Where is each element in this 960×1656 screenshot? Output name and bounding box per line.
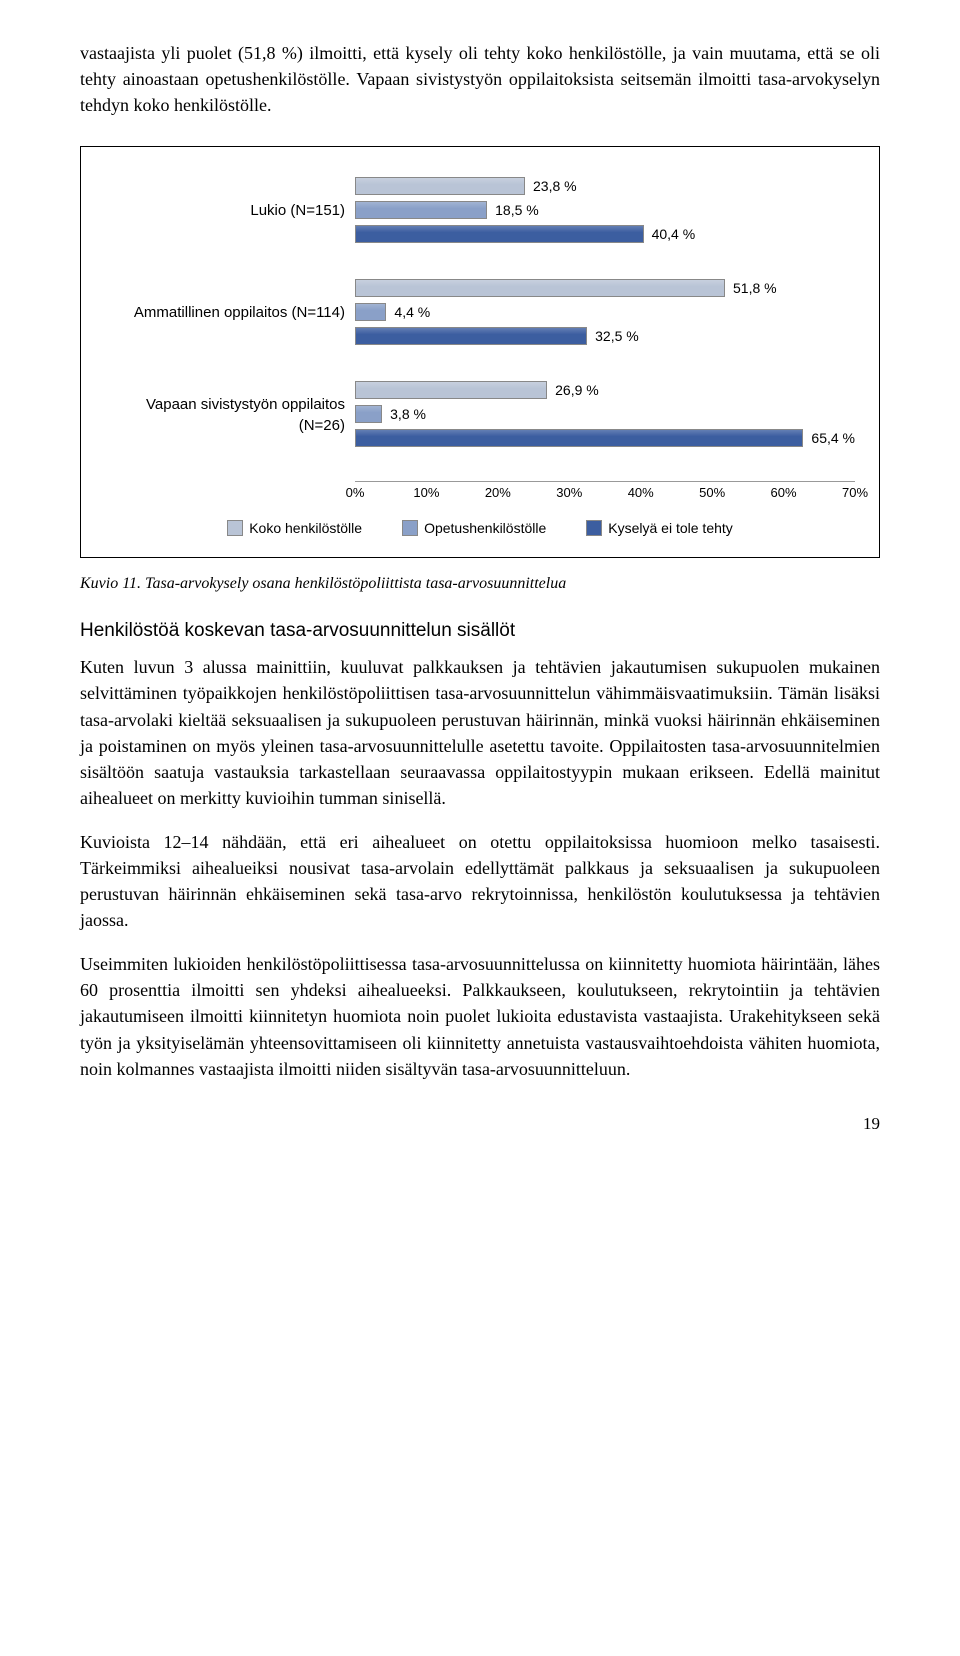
legend-label: Kyselyä ei tole tehty <box>608 518 733 538</box>
bar-ei <box>355 225 644 243</box>
legend-label: Koko henkilöstölle <box>249 518 362 538</box>
chart-legend: Koko henkilöstölle Opetushenkilöstölle Kys… <box>105 518 855 538</box>
bar-value-label: 4,4 % <box>394 302 430 322</box>
category-label: Ammatillinen oppilaitos (N=114) <box>105 302 355 324</box>
legend-swatch <box>586 520 602 536</box>
figure-caption: Kuvio 11. Tasa-arvokysely osana henkilös… <box>80 572 880 595</box>
caption-text: Tasa-arvokysely osana henkilöstöpoliitti… <box>145 575 566 592</box>
legend-item: Opetushenkilöstölle <box>402 518 546 538</box>
bar-wrap: 23,8 % <box>355 175 855 197</box>
bar-value-label: 32,5 % <box>595 326 639 346</box>
bar-wrap: 40,4 % <box>355 223 855 245</box>
bar-value-label: 3,8 % <box>390 404 426 424</box>
bars-column: 51,8 % 4,4 % 32,5 % <box>355 277 855 349</box>
bar-wrap: 51,8 % <box>355 277 855 299</box>
axis-tick: 30% <box>556 482 582 503</box>
bars-column: 26,9 % 3,8 % 65,4 % <box>355 379 855 451</box>
axis-tick: 40% <box>628 482 654 503</box>
subheading: Henkilöstöä koskevan tasa-arvosuunnittel… <box>80 617 880 645</box>
legend-swatch <box>227 520 243 536</box>
bar-wrap: 3,8 % <box>355 403 855 425</box>
axis-tick: 70% <box>842 482 868 503</box>
intro-paragraph: vastaajista yli puolet (51,8 %) ilmoitti… <box>80 40 880 118</box>
bar-koko <box>355 381 547 399</box>
axis-tick: 20% <box>485 482 511 503</box>
bar-value-label: 51,8 % <box>733 278 777 298</box>
bar-koko <box>355 279 725 297</box>
legend-label: Opetushenkilöstölle <box>424 518 546 538</box>
body-paragraph: Kuvioista 12–14 nähdään, että eri aiheal… <box>80 829 880 933</box>
chart-category-row: Ammatillinen oppilaitos (N=114) 51,8 % 4,4… <box>105 277 855 349</box>
bar-wrap: 26,9 % <box>355 379 855 401</box>
axis-tick: 50% <box>699 482 725 503</box>
body-paragraph: Useimmiten lukioiden henkilöstöpoliittis… <box>80 951 880 1081</box>
category-label: Lukio (N=151) <box>105 200 355 222</box>
legend-item: Kyselyä ei tole tehty <box>586 518 733 538</box>
bar-opetus <box>355 303 386 321</box>
chart-container: Lukio (N=151) 23,8 % 18,5 % 40,4 % Ammatilli… <box>80 146 880 557</box>
axis-tick: 10% <box>413 482 439 503</box>
bar-wrap: 32,5 % <box>355 325 855 347</box>
body-paragraph: Kuten luvun 3 alussa mainittiin, kuuluva… <box>80 654 880 811</box>
bar-value-label: 26,9 % <box>555 380 599 400</box>
bar-ei <box>355 429 803 447</box>
bar-value-label: 65,4 % <box>811 428 855 448</box>
bar-value-label: 40,4 % <box>652 224 696 244</box>
bar-value-label: 23,8 % <box>533 176 577 196</box>
legend-item: Koko henkilöstölle <box>227 518 362 538</box>
axis-area: 0%10%20%30%40%50%60%70% <box>355 481 855 504</box>
x-axis: 0%10%20%30%40%50%60%70% <box>105 481 855 504</box>
bar-koko <box>355 177 525 195</box>
bar-wrap: 65,4 % <box>355 427 855 449</box>
chart-category-row: Lukio (N=151) 23,8 % 18,5 % 40,4 % <box>105 175 855 247</box>
chart-category-row: Vapaan sivistystyön oppilaitos (N=26)26,… <box>105 379 855 451</box>
bar-wrap: 4,4 % <box>355 301 855 323</box>
bar-opetus <box>355 201 487 219</box>
axis-tick: 60% <box>771 482 797 503</box>
bars-column: 23,8 % 18,5 % 40,4 % <box>355 175 855 247</box>
category-label: Vapaan sivistystyön oppilaitos (N=26) <box>105 394 355 438</box>
bar-value-label: 18,5 % <box>495 200 539 220</box>
bar-opetus <box>355 405 382 423</box>
axis-tick: 0% <box>346 482 365 503</box>
page-number: 19 <box>80 1112 880 1137</box>
legend-swatch <box>402 520 418 536</box>
caption-prefix: Kuvio 11. <box>80 575 141 592</box>
bar-wrap: 18,5 % <box>355 199 855 221</box>
bar-ei <box>355 327 587 345</box>
